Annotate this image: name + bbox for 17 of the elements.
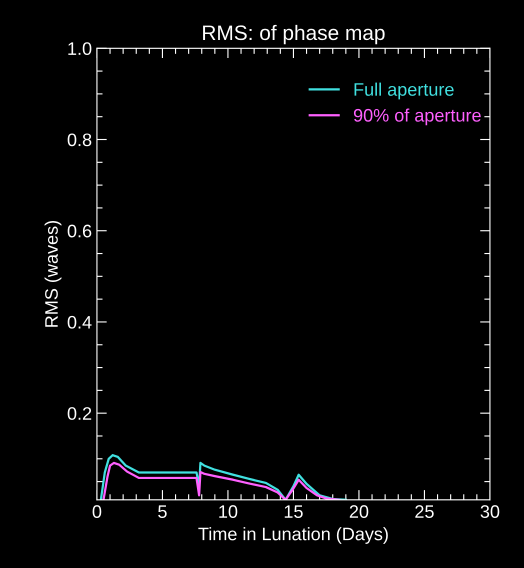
x-tick-label: 0 xyxy=(92,505,102,518)
x-tick-label: 30 xyxy=(480,505,500,518)
x-tick-label: 20 xyxy=(350,505,368,518)
y-tick-label: 0.2 xyxy=(68,407,92,420)
x-axis-title: Time in Lunation (Days) xyxy=(198,527,388,544)
y-tick-label: 0.8 xyxy=(68,133,92,146)
chart-title: RMS: of phase map xyxy=(203,24,385,44)
y-axis-title: RMS (waves) xyxy=(44,221,62,327)
x-tick-label: 25 xyxy=(415,505,434,518)
y-tick-label: 1.0 xyxy=(68,42,92,55)
y-tick-label: 0.4 xyxy=(68,316,92,329)
x-tick-label: 10 xyxy=(219,505,238,518)
x-tick-label: 15 xyxy=(284,505,303,518)
y-tick-label: 0.6 xyxy=(68,224,92,238)
legend-label: Full aperture xyxy=(354,82,454,100)
legend-label: 90% of aperture xyxy=(354,108,481,126)
x-tick-label: 5 xyxy=(158,505,167,518)
